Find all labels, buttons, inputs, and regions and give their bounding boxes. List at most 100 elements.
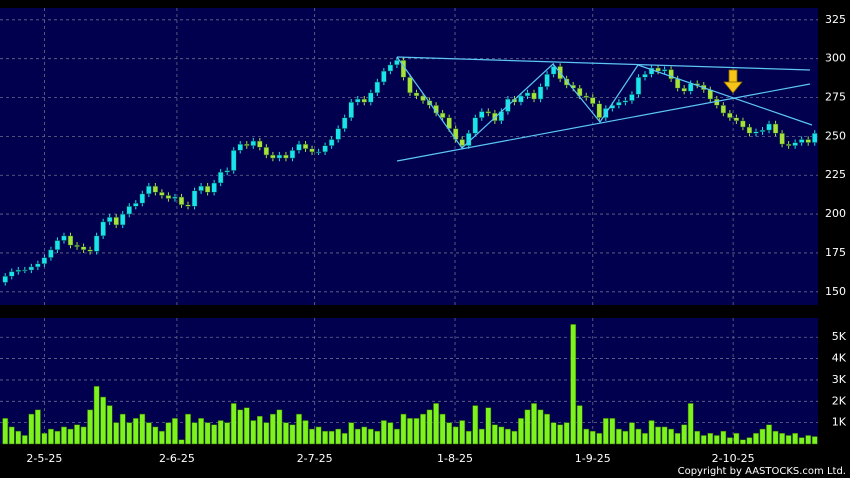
candle-body (629, 94, 635, 101)
volume-bar (531, 403, 537, 445)
candle-body (661, 69, 668, 72)
y-tick-label: 300 (825, 52, 846, 65)
candle-body (387, 64, 394, 72)
y-tick-label: 1K (832, 416, 847, 429)
volume-bar (74, 424, 80, 445)
volume-bar (165, 422, 172, 445)
y-tick-label: 150 (825, 285, 846, 298)
volume-bar (302, 420, 309, 445)
candle-body (9, 271, 15, 277)
y-tick-label: 200 (825, 207, 846, 220)
volume-bar (557, 424, 563, 445)
candle-body (120, 213, 126, 226)
volume-bar (753, 433, 759, 445)
x-tick-label: 2-10-25 (712, 452, 755, 465)
volume-bar (400, 413, 407, 445)
volume-bar (283, 422, 289, 445)
candle-body (22, 269, 28, 272)
candle-body (309, 148, 315, 153)
candle-body (48, 249, 54, 258)
candle-body (283, 154, 289, 159)
candle-body (165, 195, 172, 199)
volume-bar (263, 422, 270, 445)
candle-body (113, 216, 119, 226)
candle-body (80, 246, 87, 251)
volume-bar (145, 422, 152, 445)
candle-body (237, 143, 243, 151)
candle-body (798, 139, 805, 143)
volume-bar (132, 418, 139, 445)
candle-body (720, 105, 727, 114)
candle-body (446, 117, 452, 129)
candle-body (341, 117, 348, 129)
volume-bar (655, 426, 661, 445)
candle-body (230, 150, 237, 171)
volume-bar (805, 435, 812, 445)
volume-bar (674, 433, 681, 445)
candle-body (87, 249, 93, 252)
candle-body (178, 196, 185, 206)
candle-body (550, 66, 557, 75)
y-tick-label: 325 (825, 13, 846, 26)
volume-bar (185, 413, 191, 445)
volume-bar (191, 422, 198, 445)
candle-body (106, 216, 113, 223)
candle-body (302, 143, 309, 150)
volume-bar (113, 422, 120, 445)
candle-body (681, 87, 687, 92)
candle-body (374, 81, 381, 94)
candle-body (727, 112, 733, 118)
volume-bar (589, 430, 596, 445)
y-tick-label: 4K (832, 352, 847, 365)
volume-bar (713, 435, 720, 445)
candle-body (322, 145, 328, 153)
candle-body (315, 151, 322, 154)
candle-body (289, 150, 296, 159)
candle-body (67, 235, 74, 246)
y-tick-label: 275 (825, 91, 846, 104)
candle-body (217, 171, 224, 184)
candle-body (740, 120, 746, 128)
volume-bar (478, 428, 485, 445)
y-tick-label: 3K (832, 373, 847, 386)
volume-bar (570, 324, 577, 445)
volume-bar (394, 428, 400, 445)
copyright: Copyright by AASTOCKS.com Ltd. (678, 466, 846, 477)
y-tick-label: 2K (832, 394, 847, 407)
volume-bar (230, 403, 237, 445)
price-panel (0, 8, 818, 305)
volume-bar (511, 430, 518, 445)
volume-bar (139, 413, 146, 445)
y-tick-label: 5K (832, 330, 847, 343)
volume-bar (250, 420, 257, 445)
volume-bar (811, 436, 818, 445)
candle-body (537, 86, 544, 100)
volume-bar (354, 428, 361, 445)
volume-bar (648, 420, 655, 445)
volume-bar (106, 405, 113, 445)
trend-line (396, 83, 811, 162)
candle-body (224, 170, 230, 173)
volume-bar (472, 405, 479, 445)
candle-body (361, 98, 368, 103)
volume-bar (21, 435, 28, 445)
candle-body (590, 97, 596, 104)
candle-body (355, 98, 361, 103)
volume-bar (126, 422, 133, 445)
candle-body (381, 70, 387, 83)
volume-bar (433, 403, 439, 445)
volume-bar (361, 426, 368, 445)
candle-body (133, 202, 139, 207)
candle-body (191, 190, 198, 207)
volume-bar (544, 413, 550, 445)
volume-bar (211, 424, 217, 445)
volume-bar (8, 426, 15, 445)
volume-bar (387, 422, 394, 445)
volume-bar (629, 422, 635, 445)
volume-bar (635, 428, 642, 445)
y-tick-label: 225 (825, 168, 846, 181)
trend-zigzag (396, 56, 813, 149)
candle-body (126, 206, 132, 215)
volume-bar (315, 426, 322, 445)
